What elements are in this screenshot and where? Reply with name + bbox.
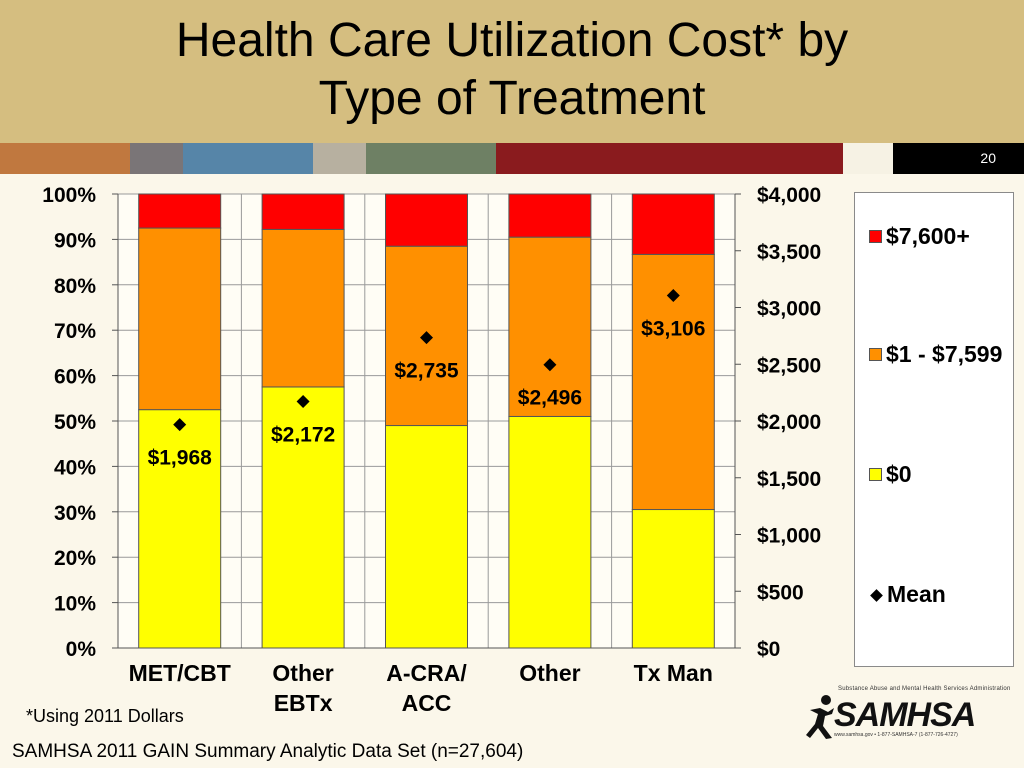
stripe-segment [366,143,496,174]
logo-contact: www.samhsa.gov • 1-877-SAMHSA-7 (1-877-7… [834,732,958,738]
legend-diamond-icon [870,589,883,602]
mean-data-label: $2,172 [271,423,335,446]
mean-marker [543,358,557,372]
title-line-2: Type of Treatment [318,72,706,125]
y-right-tick-label: $3,000 [757,298,821,321]
legend-item-mean: Mean [869,581,1007,608]
x-tick-label: Tx Man [634,660,713,686]
mean-data-label: $2,735 [394,360,459,383]
slide-title: Health Care Utilization Cost* by Type of… [0,12,1024,128]
y-left-tick-label: 30% [54,502,96,525]
mean-marker [173,418,187,432]
mean-marker [296,394,310,408]
y-right-tick-label: $0 [757,638,780,661]
stripe-segment [130,143,183,174]
bar-segment [385,193,468,247]
footnote: *Using 2011 Dollars [26,706,184,726]
bar-segment [138,227,222,411]
y-left-tick-label: 0% [66,638,97,661]
y-left-tick-label: 10% [54,593,96,616]
y-left-tick-label: 90% [54,229,96,252]
y-right-tick-label: $500 [757,581,804,604]
legend-item-zero-cost: $0 [869,461,1006,488]
y-left-tick-label: 20% [54,547,96,570]
bar-segment [385,425,468,649]
y-right-tick-label: $1,500 [757,468,821,491]
person-figure-icon [806,695,834,739]
samhsa-logo: Substance Abuse and Mental Health Servic… [806,686,1010,742]
legend-item-mid-cost: $1 - $7,599 [869,341,1006,368]
x-tick-label: MET/CBT [129,660,231,686]
source-note: SAMHSA 2011 GAIN Summary Analytic Data S… [12,741,524,762]
bar-segment [631,193,715,255]
legend-swatch-high-cost [869,230,882,243]
y-left-tick-label: 60% [54,366,96,389]
y-left-tick-label: 100% [42,184,96,207]
y-left-tick-label: 50% [54,411,96,434]
mean-marker [666,288,680,302]
title-bar [0,0,1024,143]
bar-segment [138,409,222,649]
x-tick-label: Other [519,660,580,686]
legend-label-mid-cost: $1 - $7,599 [886,341,1003,367]
chart-legend: $7,600+ $1 - $7,599 $0 Mean [854,192,1014,667]
y-left-tick-label: 80% [54,275,96,298]
bar-segment [261,228,345,388]
legend-item-high-cost: $7,600+ [869,223,1006,250]
bar-segment [508,415,592,649]
bar-segment [508,236,592,417]
stripe-segment [183,143,313,174]
bar-segment [261,193,345,230]
y-right-tick-label: $2,000 [757,411,821,434]
slide-number: 20 [893,143,1024,174]
x-tick-label: A-CRA/ [386,660,467,686]
title-line-1: Health Care Utilization Cost* by [175,14,849,67]
mean-data-label: $1,968 [148,447,213,470]
logo-wordmark: SAMHSA [834,696,976,734]
stripe-segment [313,143,366,174]
mean-data-label: $2,496 [518,387,582,410]
legend-label-high-cost: $7,600+ [886,223,970,249]
mean-marker [420,331,433,345]
bar-segment [261,386,345,649]
stripe-segment [0,143,130,174]
y-right-tick-label: $2,500 [757,354,821,377]
stripe-segment [496,143,843,174]
logo-tagline: Substance Abuse and Mental Health Servic… [838,686,1011,692]
y-right-tick-label: $4,000 [757,184,821,207]
y-right-tick-label: $1,000 [757,525,821,548]
legend-label-zero-cost: $0 [886,461,912,487]
y-right-tick-label: $3,500 [757,241,821,264]
bar-segment [508,193,592,238]
bar-segment [138,193,222,229]
x-tick-label: EBTx [274,690,333,716]
legend-swatch-mid-cost [869,348,882,361]
x-tick-label: ACC [402,690,452,716]
legend-swatch-zero-cost [869,468,882,481]
legend-label-mean: Mean [887,581,946,607]
y-left-tick-label: 40% [54,456,96,479]
mean-data-label: $3,106 [641,317,705,340]
bar-segment [631,509,715,649]
y-left-tick-label: 70% [54,320,96,343]
x-tick-label: Other [272,660,333,686]
